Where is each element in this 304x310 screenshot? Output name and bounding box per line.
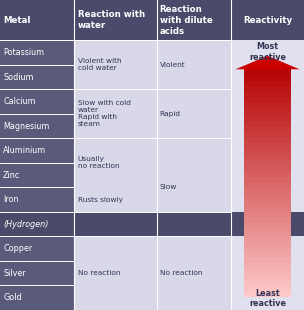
FancyBboxPatch shape [244,240,291,246]
FancyBboxPatch shape [244,132,291,138]
FancyBboxPatch shape [157,40,231,310]
FancyBboxPatch shape [244,200,291,206]
FancyBboxPatch shape [0,237,74,261]
Text: Metal: Metal [3,16,30,25]
FancyBboxPatch shape [0,188,74,212]
FancyBboxPatch shape [244,160,291,166]
Text: Aluminium: Aluminium [3,146,46,155]
Text: Calcium: Calcium [3,97,36,106]
Text: Magnesium: Magnesium [3,122,50,131]
FancyBboxPatch shape [0,114,74,139]
FancyBboxPatch shape [244,206,291,212]
FancyBboxPatch shape [244,268,291,274]
FancyBboxPatch shape [0,89,74,114]
Text: Potassium: Potassium [3,48,44,57]
FancyBboxPatch shape [244,217,291,223]
FancyBboxPatch shape [244,149,291,155]
FancyBboxPatch shape [244,285,291,291]
FancyBboxPatch shape [0,212,74,237]
FancyBboxPatch shape [244,274,291,280]
FancyBboxPatch shape [244,228,291,234]
Text: Reaction with
water: Reaction with water [78,10,145,30]
FancyBboxPatch shape [244,194,291,200]
FancyBboxPatch shape [244,211,291,217]
FancyBboxPatch shape [231,40,304,310]
FancyBboxPatch shape [244,246,291,251]
Polygon shape [235,56,300,69]
Text: No reaction: No reaction [78,270,120,276]
Text: Least
reactive: Least reactive [249,289,286,308]
FancyBboxPatch shape [244,109,291,115]
Text: (Hydrogen): (Hydrogen) [3,220,48,229]
Text: Copper: Copper [3,244,32,253]
FancyBboxPatch shape [0,0,74,40]
Text: Violent: Violent [160,62,185,68]
FancyBboxPatch shape [244,86,291,92]
FancyBboxPatch shape [244,188,291,195]
Text: Iron: Iron [3,195,19,204]
Text: Silver: Silver [3,269,26,278]
Text: Reactivity: Reactivity [243,16,292,25]
FancyBboxPatch shape [0,139,74,163]
FancyBboxPatch shape [244,137,291,143]
FancyBboxPatch shape [244,143,291,149]
FancyBboxPatch shape [244,223,291,229]
Text: Reaction
with dilute
acids: Reaction with dilute acids [160,5,212,36]
Text: Gold: Gold [3,293,22,302]
FancyBboxPatch shape [244,171,291,177]
FancyBboxPatch shape [244,103,291,109]
FancyBboxPatch shape [74,212,157,237]
FancyBboxPatch shape [0,261,74,286]
FancyBboxPatch shape [157,0,231,40]
Text: Violent with
cold water: Violent with cold water [78,58,121,71]
FancyBboxPatch shape [244,251,291,257]
FancyBboxPatch shape [231,0,304,40]
FancyBboxPatch shape [244,280,291,286]
FancyBboxPatch shape [244,75,291,81]
FancyBboxPatch shape [157,212,231,237]
FancyBboxPatch shape [244,120,291,126]
FancyBboxPatch shape [231,212,304,237]
FancyBboxPatch shape [0,40,74,65]
FancyBboxPatch shape [244,166,291,172]
Text: Rusts slowly: Rusts slowly [78,197,123,203]
Text: No reaction: No reaction [160,270,202,276]
FancyBboxPatch shape [244,263,291,268]
FancyBboxPatch shape [244,257,291,263]
Text: Slow: Slow [160,184,177,190]
Text: Sodium: Sodium [3,73,33,82]
FancyBboxPatch shape [244,92,291,98]
FancyBboxPatch shape [74,40,157,310]
FancyBboxPatch shape [74,0,157,40]
FancyBboxPatch shape [244,234,291,240]
Text: Usually
no reaction: Usually no reaction [78,157,119,170]
Text: Rapid: Rapid [160,111,181,117]
FancyBboxPatch shape [244,177,291,183]
FancyBboxPatch shape [244,126,291,132]
FancyBboxPatch shape [0,65,74,89]
FancyBboxPatch shape [244,69,291,75]
FancyBboxPatch shape [244,114,291,121]
FancyBboxPatch shape [244,97,291,104]
FancyBboxPatch shape [0,286,74,310]
FancyBboxPatch shape [244,80,291,86]
Text: Most
reactive: Most reactive [249,42,286,62]
FancyBboxPatch shape [0,163,74,188]
FancyBboxPatch shape [244,291,291,297]
FancyBboxPatch shape [244,183,291,189]
Text: Zinc: Zinc [3,171,20,180]
Text: Slow with cold
water
Rapid with
steam: Slow with cold water Rapid with steam [78,100,130,127]
FancyBboxPatch shape [244,154,291,160]
